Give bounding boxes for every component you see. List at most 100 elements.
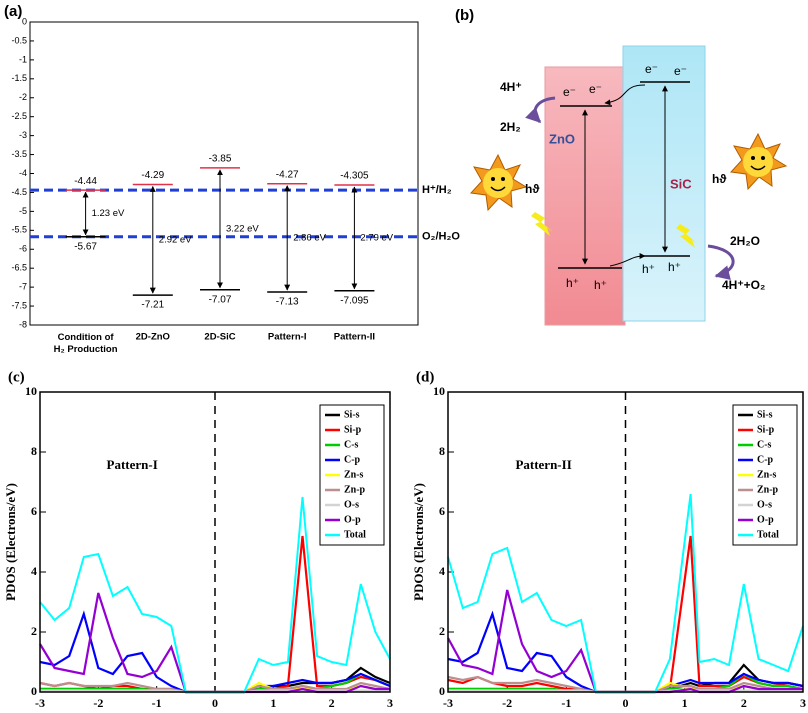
x-tick-label: Pattern-I: [268, 332, 307, 343]
legend-label: Total: [344, 529, 366, 540]
x-tick-label: -1: [561, 696, 571, 710]
y-tick-label: -2.5: [11, 111, 27, 121]
y-tick-label: -6: [19, 244, 27, 254]
legend-label: O-s: [344, 499, 359, 510]
y-tick-label: -2: [19, 92, 27, 102]
cbm-label: -4.305: [340, 171, 369, 182]
y-tick-label: -5: [19, 206, 27, 216]
x-tick-label: Pattern-II: [334, 332, 375, 343]
legend-label: C-s: [757, 439, 772, 450]
x-tick-label: -1: [152, 696, 162, 710]
legend-label: O-s: [757, 499, 772, 510]
reference-label: H⁺/H₂: [422, 184, 452, 196]
y-tick-label: -4: [19, 168, 27, 178]
y-tick-label: 8: [439, 444, 445, 458]
legend-label: C-s: [344, 439, 359, 450]
y-tick-label: 2: [439, 624, 445, 638]
reference-label: O₂/H₂O: [422, 231, 460, 243]
y-tick-label: 8: [31, 444, 37, 458]
x-tick-label: 1: [682, 696, 688, 710]
legend-label: Si-s: [344, 409, 360, 420]
cbm-label: -4.29: [141, 170, 164, 181]
x-tick-label: -2: [93, 696, 103, 710]
y-axis-label: PDOS (Electrons/eV): [3, 483, 18, 601]
sic-block: [622, 45, 706, 322]
y-axis-label: PDOS (Electrons/eV): [411, 483, 426, 601]
reactant: 2H₂O: [730, 234, 760, 248]
legend-label: C-p: [344, 454, 361, 465]
product: 4H⁺+O₂: [722, 278, 765, 292]
hole-label: h⁺: [566, 276, 579, 290]
panel-label: (b): [455, 7, 474, 24]
hole-label: h⁺: [642, 262, 655, 276]
hole-label: h⁺: [668, 260, 681, 274]
panel-label: (d): [416, 369, 434, 385]
panel-label: (a): [4, 3, 22, 20]
x-tick-label: 0: [212, 696, 218, 710]
x-tick-label: 2: [741, 696, 747, 710]
legend-label: Total: [757, 529, 779, 540]
electron-label: e⁻: [674, 64, 687, 78]
vbm-label: -7.07: [209, 294, 232, 305]
y-tick-label: -1.5: [11, 73, 27, 83]
cbm-label: -4.27: [276, 169, 299, 180]
hole-label: h⁺: [594, 278, 607, 292]
panel-annotation: Pattern-I: [107, 457, 158, 472]
y-tick-label: -6.5: [11, 263, 27, 273]
gap-label: 2.79 eV: [360, 232, 393, 243]
legend-label: Zn-s: [757, 469, 777, 480]
y-tick-label: 0: [31, 684, 37, 698]
x-tick-label: -3: [35, 696, 45, 710]
vbm-label: -7.13: [276, 297, 299, 308]
y-tick-label: -0.5: [11, 35, 27, 45]
sun: [730, 133, 787, 190]
product: 2H₂: [500, 120, 521, 134]
y-tick-label: 4: [31, 564, 37, 578]
y-tick-label: -1: [19, 54, 27, 64]
pdos-line: [39, 535, 391, 694]
legend-label: Si-p: [344, 424, 362, 435]
y-tick-label: 0: [439, 684, 445, 698]
gap-label: 3.22 eV: [226, 223, 259, 234]
panel-label: (c): [8, 369, 25, 385]
material-label: ZnO: [549, 131, 575, 146]
y-tick-label: 2: [31, 624, 37, 638]
band-diagram: (b) ZnO SiC 4H⁺ 2H₂ 2H₂O 4H⁺+O₂ hϑ hϑ e⁻…: [455, 7, 787, 326]
y-tick-label: -7: [19, 282, 27, 292]
vbm-label: -7.095: [340, 295, 369, 306]
reactant: 4H⁺: [500, 80, 522, 94]
legend-label: Si-p: [757, 424, 775, 435]
panel-annotation: Pattern-II: [515, 457, 571, 472]
reduction-arrow: [525, 96, 556, 124]
x-tick-label: 3: [387, 696, 393, 710]
x-tick-label: Condition of H₂ Production: [54, 332, 118, 355]
electron-transfer: [604, 84, 646, 106]
electron-label: e⁻: [563, 85, 576, 99]
sun: [470, 154, 527, 211]
y-tick-label: 10: [433, 384, 445, 398]
y-tick-label: -7.5: [11, 300, 27, 310]
x-tick-label: 2D-ZnO: [136, 332, 170, 343]
vbm-label: -5.67: [74, 241, 97, 252]
y-tick-label: -8: [19, 319, 27, 329]
y-tick-label: -3: [19, 130, 27, 140]
cbm-label: -4.44: [74, 176, 97, 187]
gap-label: 2.92 eV: [159, 234, 192, 245]
electron-label: e⁻: [645, 62, 658, 76]
y-tick-label: -3.5: [11, 149, 27, 159]
photon-label: hϑ: [525, 182, 539, 196]
gap-label: 1.23 eV: [92, 208, 125, 219]
y-tick-label: -4.5: [11, 187, 27, 197]
plot-frame: [447, 391, 804, 693]
gap-label: 2.86 eV: [293, 232, 326, 243]
material-label: SiC: [670, 176, 692, 191]
photon-label: hϑ: [712, 172, 726, 186]
y-tick-label: 6: [31, 504, 37, 518]
oxidation-arrow: [707, 244, 735, 280]
legend-label: C-p: [757, 454, 774, 465]
legend-label: O-p: [344, 514, 361, 525]
hole-transfer: [609, 253, 646, 267]
x-tick-label: -2: [502, 696, 512, 710]
y-tick-label: 4: [439, 564, 445, 578]
